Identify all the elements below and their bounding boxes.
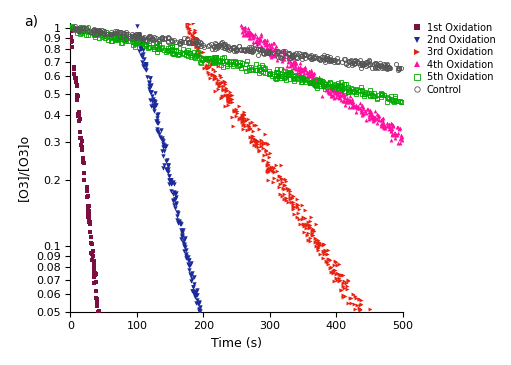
Line: 5th Oxidation: 5th Oxidation xyxy=(69,23,404,104)
Line: 1st Oxidation: 1st Oxidation xyxy=(69,29,101,314)
5th Oxidation xyxy=(81,28,87,33)
2nd Oxidation xyxy=(197,309,203,314)
Line: 4th Oxidation: 4th Oxidation xyxy=(239,23,404,145)
3rd Oxidation xyxy=(357,308,363,312)
2nd Oxidation xyxy=(179,231,185,235)
4th Oxidation xyxy=(333,89,339,93)
Line: 2nd Oxidation: 2nd Oxidation xyxy=(135,24,202,314)
2nd Oxidation xyxy=(134,33,140,38)
5th Oxidation xyxy=(398,100,404,104)
3rd Oxidation xyxy=(367,307,373,311)
1st Oxidation xyxy=(67,29,74,33)
3rd Oxidation xyxy=(316,239,322,244)
Control xyxy=(395,68,401,72)
Y-axis label: [O3]/[O3]o: [O3]/[O3]o xyxy=(17,134,31,201)
4th Oxidation xyxy=(238,22,244,27)
Legend: 1st Oxidation, 2nd Oxidation, 3rd Oxidation, 4th Oxidation, 5th Oxidation, Contr: 1st Oxidation, 2nd Oxidation, 3rd Oxidat… xyxy=(411,23,495,95)
5th Oxidation xyxy=(223,58,229,63)
Control xyxy=(189,41,195,46)
4th Oxidation xyxy=(396,140,402,145)
2nd Oxidation xyxy=(181,242,187,246)
Control xyxy=(398,66,404,70)
Control xyxy=(80,28,86,33)
Text: a): a) xyxy=(24,15,38,29)
Control xyxy=(129,34,135,38)
5th Oxidation xyxy=(381,93,387,97)
Line: 3rd Oxidation: 3rd Oxidation xyxy=(185,22,372,312)
5th Oxidation xyxy=(212,55,218,59)
2nd Oxidation xyxy=(134,24,141,28)
4th Oxidation xyxy=(355,103,361,108)
5th Oxidation xyxy=(68,26,74,30)
5th Oxidation xyxy=(335,83,341,88)
1st Oxidation xyxy=(75,111,81,116)
4th Oxidation xyxy=(309,81,315,85)
2nd Oxidation xyxy=(178,228,184,233)
3rd Oxidation xyxy=(254,142,261,146)
1st Oxidation xyxy=(91,275,98,280)
3rd Oxidation xyxy=(262,132,268,137)
5th Oxidation xyxy=(171,52,177,56)
4th Oxidation xyxy=(266,48,272,52)
2nd Oxidation xyxy=(148,83,154,88)
3rd Oxidation xyxy=(184,21,190,26)
5th Oxidation xyxy=(399,100,405,104)
Control xyxy=(73,24,79,28)
Control xyxy=(159,36,165,40)
Control xyxy=(134,32,140,36)
1st Oxidation xyxy=(81,170,87,175)
4th Oxidation xyxy=(360,105,366,109)
1st Oxidation xyxy=(77,130,83,134)
3rd Oxidation xyxy=(214,81,220,85)
4th Oxidation xyxy=(328,87,334,92)
1st Oxidation xyxy=(95,310,101,314)
1st Oxidation xyxy=(96,309,102,314)
4th Oxidation xyxy=(399,135,405,139)
1st Oxidation xyxy=(74,93,80,98)
3rd Oxidation xyxy=(331,268,337,272)
X-axis label: Time (s): Time (s) xyxy=(211,337,262,350)
1st Oxidation xyxy=(84,204,90,208)
3rd Oxidation xyxy=(189,39,195,43)
Control xyxy=(334,56,340,61)
2nd Oxidation xyxy=(177,222,183,226)
5th Oxidation xyxy=(69,23,75,28)
Control xyxy=(70,25,76,29)
Line: Control: Control xyxy=(71,24,403,72)
2nd Oxidation xyxy=(168,189,174,194)
